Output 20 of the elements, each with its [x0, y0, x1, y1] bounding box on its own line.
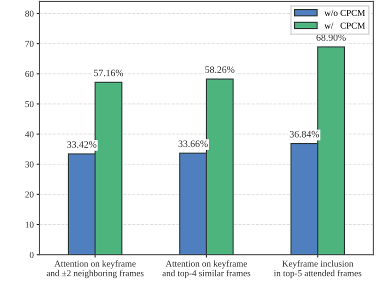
y-tick-label: 70 — [25, 40, 34, 47]
x-tick-label: Attention on keyframe and ±2 neighboring frames — [46, 260, 144, 278]
y-tick-label: 10 — [26, 222, 34, 228]
y-tick-label: 40 — [25, 131, 34, 138]
y-tick-label: 20 — [25, 192, 34, 198]
data-label: 68.90% — [316, 34, 346, 41]
y-tick-label: 80 — [25, 10, 34, 17]
x-tick-label: Attention on keyframe and top-4 similar frames — [162, 260, 250, 278]
legend-label: w/o CPCM — [324, 10, 365, 16]
legend-label: w/ CPCM — [324, 22, 365, 29]
data-label: 58.26% — [205, 66, 234, 73]
y-tick-label: 30 — [25, 161, 34, 168]
y-tick-label: 60 — [25, 70, 34, 78]
x-tick-label: Keyframe inclusion in top-5 attended frames — [274, 260, 362, 278]
y-tick-label: 50 — [25, 101, 34, 108]
data-label: 33.42% — [67, 141, 96, 148]
y-tick-label: 0 — [30, 252, 34, 258]
data-label: 57.16% — [94, 70, 124, 76]
data-label: 36.84% — [290, 130, 320, 138]
data-label: 33.66% — [178, 140, 208, 148]
